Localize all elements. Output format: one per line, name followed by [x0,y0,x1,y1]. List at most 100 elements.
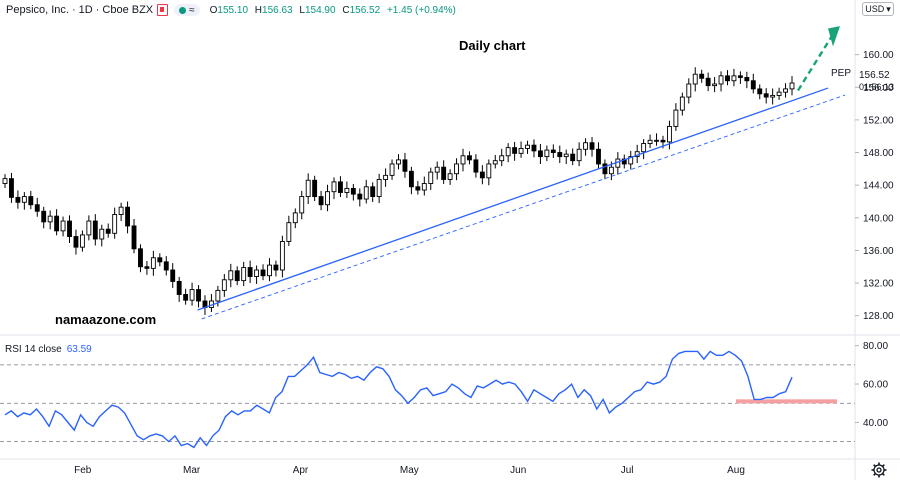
candle-body-down [467,155,472,161]
candlestick-series [2,67,795,315]
candle-body-down [660,139,666,143]
candle-body-down [125,206,130,227]
candle-body-down [41,210,47,223]
candle-body-down [138,248,143,268]
candle-body-up [118,206,124,215]
rsi-value: 63.59 [66,344,92,355]
candle-body-up [641,143,647,153]
high-value: 156.63 [262,4,293,16]
candle [86,215,92,241]
rsi-legend[interactable]: RSI 14 close 63.59 [5,344,92,355]
candle-body-up [389,163,395,176]
last-price-tag: 156.52 [859,69,890,81]
candle-body-down [725,75,730,82]
candle-body-up [583,142,589,150]
candle [467,151,472,165]
price-tick-label: 152.00 [863,115,894,126]
candle-body-down [602,163,608,175]
candle [247,260,253,283]
candle-body-down [596,148,601,165]
candle-body-up [518,147,524,154]
time-tick-label: Jul [621,465,634,476]
candle-body-up [770,94,776,98]
candle [512,141,518,161]
candle [705,72,711,92]
candle [383,168,389,187]
candle-body-up [383,174,389,180]
candle-body-up [254,269,260,277]
candle-body-down [570,153,576,162]
candle-body-up [396,159,401,165]
candle [763,88,769,104]
candle-body-down [196,289,201,302]
candle [692,67,698,92]
candle [118,202,124,221]
interval-label[interactable]: 1D [78,4,93,16]
candle [628,150,634,170]
candle [176,276,182,302]
candle [544,145,550,162]
candle [750,73,756,94]
candle [286,215,292,246]
candle [731,68,737,87]
candle-body-down [312,179,318,198]
candle [602,159,608,180]
projection-arrow-line [796,35,834,92]
exchange-label: Cboe BZX [102,4,154,16]
candle [389,159,395,180]
candle [686,78,692,104]
candle [47,210,53,230]
currency-button[interactable]: USD ▾ [862,2,894,16]
candle [325,184,330,212]
candle [189,282,195,306]
candle [757,84,763,100]
candle [299,190,305,220]
candle-body-down [557,152,563,158]
time-tick-label: Apr [293,465,309,476]
candle [105,223,111,238]
candle [99,224,105,247]
candle [647,134,653,149]
candle [712,77,718,93]
candle [770,88,776,105]
candle-body-down [338,181,343,193]
candle-body-up [428,171,434,184]
candle [221,274,227,297]
trendline-parallel [201,94,846,320]
candle-body-down [415,186,421,191]
time-tick-label: Feb [74,465,92,476]
projection-arrow [796,26,840,92]
candle [363,179,369,204]
candle [596,142,601,169]
candle-body-up [718,75,724,85]
candle-body-up [783,88,788,93]
flag-icon[interactable] [157,4,169,16]
symbol-legend[interactable]: Pepsico, Inc. · 1D · Cboe BZX ≈ O155.10 … [6,3,460,17]
status-pill[interactable]: ≈ [174,4,200,16]
candle [41,206,47,229]
candle [208,294,214,313]
rsi-axis: 80.00 60.00 40.00 [855,341,888,429]
candle-body-up [421,183,427,191]
candle-body-up [731,75,737,82]
candle-body-down [28,196,34,206]
projection-arrow-head [828,26,840,47]
candle-body-up [654,139,659,142]
gear-icon[interactable] [871,462,887,478]
candle-body-down [163,261,169,271]
candle [92,214,98,246]
candle [112,207,118,239]
candle [292,208,298,229]
candle-body-down [705,77,711,87]
candle-body-down [531,144,537,152]
candle-body-down [350,187,356,195]
candle-body-up [292,212,298,224]
candle [454,158,459,181]
symbol-name[interactable]: Pepsico, Inc. [6,4,69,16]
candle [318,190,324,211]
bar-countdown: 01:56:13 [859,82,895,92]
candle [531,139,537,158]
candle-body-up [221,279,227,291]
candle-body-up [189,289,195,301]
